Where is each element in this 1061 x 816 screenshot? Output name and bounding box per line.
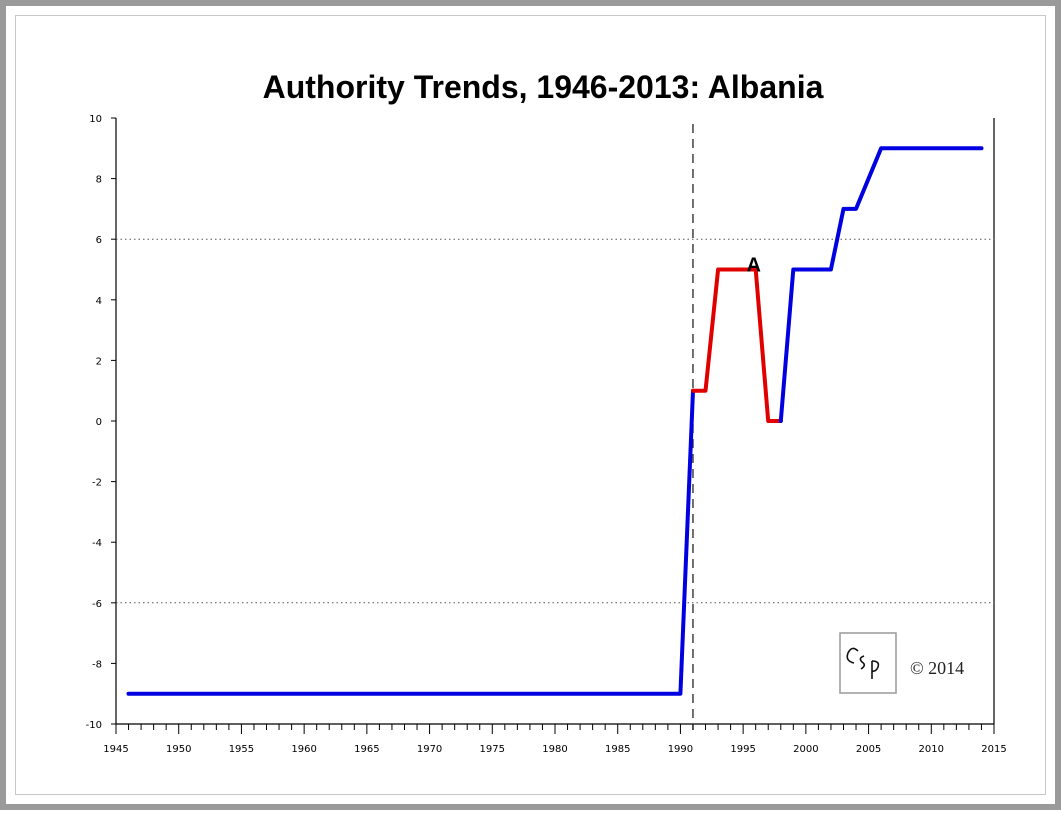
x-tick-label: 1965 <box>354 744 379 755</box>
y-tick-label: -6 <box>92 599 102 610</box>
copyright-text: © 2014 <box>910 658 964 678</box>
x-tick-label: 1975 <box>480 744 505 755</box>
x-tick-label: 1955 <box>229 744 254 755</box>
y-tick-label: -2 <box>92 478 102 489</box>
x-tick-label: 1985 <box>605 744 630 755</box>
authority-trends-chart: Authority Trends, 1946-2013: Albania 10 8… <box>86 69 1007 755</box>
x-tick-label: 1950 <box>166 744 191 755</box>
series-line-3 <box>778 146 984 423</box>
series-line-2 <box>691 267 783 423</box>
y-tick-label: -4 <box>92 538 102 549</box>
x-tick-label: 1945 <box>103 744 128 755</box>
csp-logo <box>839 632 897 694</box>
chart-inner-border <box>15 15 1046 795</box>
x-tick-label: 1980 <box>542 744 567 755</box>
chart-title: Authority Trends, 1946-2013: Albania <box>263 69 824 105</box>
y-tick-label: 0 <box>96 417 102 428</box>
y-tick-label: 4 <box>96 296 102 307</box>
y-tick-label: 8 <box>96 175 102 186</box>
y-tick-label: 2 <box>96 356 102 367</box>
y-tick-label: 6 <box>96 235 102 246</box>
x-tick-label: 2015 <box>981 744 1006 755</box>
x-tick-label: 1960 <box>291 744 316 755</box>
x-tick-label: 2000 <box>793 744 818 755</box>
y-tick-label: 10 <box>89 114 102 125</box>
x-tick-label: 1990 <box>668 744 693 755</box>
x-tick-label: 2010 <box>919 744 944 755</box>
x-tick-label: 1970 <box>417 744 442 755</box>
plot-area: 10 8 6 4 2 0 -2 -4 -6 -8 -10 1945 1950 1955 1960 1965 19… <box>86 114 1007 755</box>
x-tick-label: 2005 <box>856 744 881 755</box>
y-tick-label: -10 <box>86 720 102 731</box>
x-tick-label: 1995 <box>730 744 755 755</box>
series-line-1 <box>126 388 695 696</box>
annotation-label: A <box>746 255 760 277</box>
y-tick-label: -8 <box>92 659 102 670</box>
